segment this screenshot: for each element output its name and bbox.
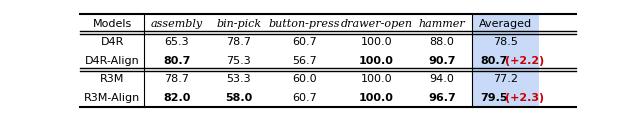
Text: 80.7: 80.7: [481, 56, 508, 66]
Text: 77.2: 77.2: [493, 74, 518, 84]
Text: hammer: hammer: [419, 19, 465, 29]
Text: 94.0: 94.0: [429, 74, 454, 84]
Text: button-press: button-press: [269, 19, 340, 29]
Text: D4R-Align: D4R-Align: [85, 56, 140, 66]
Text: bin-pick: bin-pick: [216, 19, 261, 29]
Text: 88.0: 88.0: [429, 37, 454, 47]
Text: drawer-open: drawer-open: [340, 19, 412, 29]
Text: 65.3: 65.3: [164, 37, 189, 47]
Text: D4R: D4R: [100, 37, 124, 47]
Text: 90.7: 90.7: [428, 56, 456, 66]
FancyBboxPatch shape: [472, 14, 539, 107]
Text: 78.5: 78.5: [493, 37, 518, 47]
Text: 75.3: 75.3: [227, 56, 251, 66]
Text: 100.0: 100.0: [359, 93, 394, 103]
Text: 79.5: 79.5: [481, 93, 508, 103]
Text: 100.0: 100.0: [359, 56, 394, 66]
Text: 60.0: 60.0: [292, 74, 317, 84]
Text: 96.7: 96.7: [428, 93, 456, 103]
Text: 80.7: 80.7: [163, 56, 191, 66]
Text: assembly: assembly: [150, 19, 203, 29]
Text: 100.0: 100.0: [360, 37, 392, 47]
Text: Averaged: Averaged: [479, 19, 532, 29]
Text: 82.0: 82.0: [163, 93, 191, 103]
Text: 78.7: 78.7: [226, 37, 252, 47]
Text: 58.0: 58.0: [225, 93, 252, 103]
Text: Models: Models: [93, 19, 132, 29]
Text: 60.7: 60.7: [292, 93, 317, 103]
Text: 100.0: 100.0: [360, 74, 392, 84]
Text: 53.3: 53.3: [227, 74, 251, 84]
Text: R3M: R3M: [100, 74, 124, 84]
Text: 78.7: 78.7: [164, 74, 189, 84]
Text: (+2.2): (+2.2): [504, 56, 544, 66]
Text: 56.7: 56.7: [292, 56, 317, 66]
Text: (+2.3): (+2.3): [504, 93, 544, 103]
Text: R3M-Align: R3M-Align: [84, 93, 140, 103]
Text: 60.7: 60.7: [292, 37, 317, 47]
